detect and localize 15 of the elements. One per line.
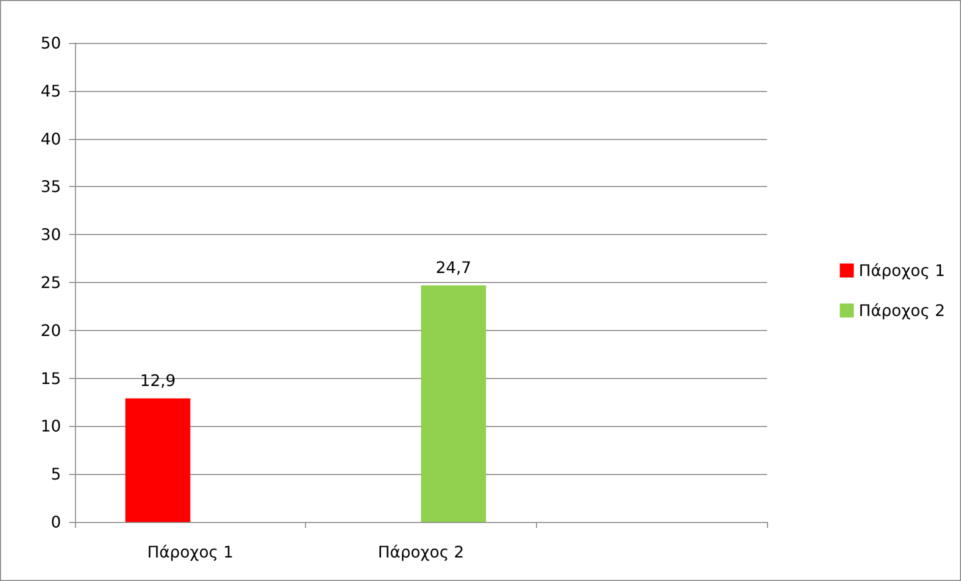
y-tick-label: 35 — [40, 177, 61, 196]
legend-label: Πάροχος 2 — [858, 301, 946, 320]
legend-label: Πάροχος 1 — [858, 261, 946, 280]
y-tick-label: 40 — [40, 129, 61, 148]
y-tick-label: 10 — [40, 416, 61, 436]
y-tick-label: 0 — [50, 512, 61, 532]
y-tick-label: 25 — [40, 273, 61, 292]
data-label: 24,7 — [436, 258, 472, 277]
data-label: 12,9 — [140, 370, 176, 390]
y-tick-label: 15 — [40, 368, 61, 388]
y-tick-label: 50 — [40, 34, 61, 52]
y-tick-label: 5 — [50, 464, 61, 484]
y-tick-label: 45 — [40, 81, 61, 100]
y-tick-label: 30 — [40, 225, 61, 244]
y-tick-label: 20 — [40, 320, 61, 340]
